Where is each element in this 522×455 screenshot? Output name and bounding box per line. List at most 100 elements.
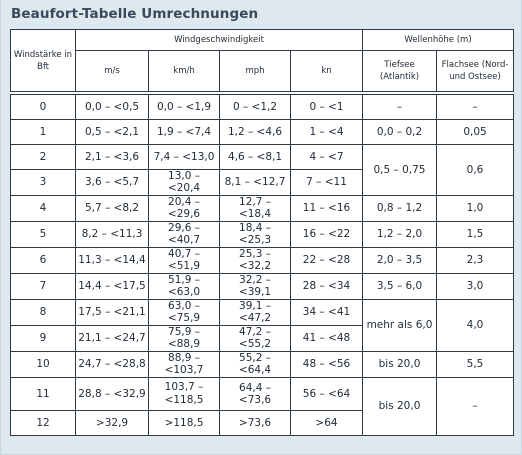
cell-flachsee: 4,0 bbox=[435, 298, 515, 352]
beaufort-table: Windstärke in Bft Windgeschwindigkeit We… bbox=[10, 29, 515, 437]
table-row: 2 2,1 – <3,6 7,4 – <13,0 4,6 – <8,1 4 – … bbox=[10, 143, 515, 196]
cell-kmh: 51,9 – <63,0 bbox=[148, 272, 220, 300]
cell-tiefsee: 0,8 – 1,2 bbox=[362, 194, 437, 222]
header-kmh: km/h bbox=[148, 50, 220, 92]
cell-kn: 22 – <28 bbox=[290, 246, 363, 274]
cell-kn: 56 – <64 bbox=[290, 376, 363, 411]
cell-mph: 12,7 – <18,4 bbox=[219, 194, 291, 222]
page-title: Beaufort-Tabelle Umrechnungen bbox=[11, 6, 259, 22]
cell-mph: 55,2 – <64,4 bbox=[219, 350, 291, 378]
cell-mph: 25,3 – <32,2 bbox=[219, 246, 291, 274]
cell-bft: 10 bbox=[10, 350, 76, 378]
cell-bft: 8 bbox=[10, 298, 76, 326]
cell-mph: 39,1 – <47,2 bbox=[219, 298, 291, 326]
table-row: 10 24,7 – <28,8 88,9 – <103,7 55,2 – <64… bbox=[10, 350, 515, 378]
cell-ms: 3,6 – <5,7 bbox=[75, 168, 149, 196]
cell-flachsee: 1,0 bbox=[435, 194, 515, 222]
cell-kmh: 75,9 – <88,9 bbox=[148, 324, 220, 352]
table-row: 6 11,3 – <14,4 40,7 – <51,9 25,3 – <32,2… bbox=[10, 246, 515, 274]
cell-tiefsee: 1,2 – 2,0 bbox=[362, 220, 437, 248]
table-row: 1 0,5 – <2,1 1,9 – <7,4 1,2 – <4,6 1 – <… bbox=[10, 119, 515, 145]
cell-tiefsee: 0,0 – 0,2 bbox=[362, 119, 437, 145]
cell-tiefsee: bis 20,0 bbox=[362, 350, 437, 378]
cell-kn: 16 – <22 bbox=[290, 220, 363, 248]
cell-mph: 32,2 – <39,1 bbox=[219, 272, 291, 300]
header-windgeschwindigkeit: Windgeschwindigkeit bbox=[75, 29, 363, 51]
cell-flachsee: 0,6 bbox=[435, 143, 515, 196]
header-row-2: m/s km/h mph kn Tiefsee (Atlantik) Flach… bbox=[11, 50, 515, 92]
cell-ms: 11,3 – <14,4 bbox=[75, 246, 149, 274]
cell-mph: 64,4 – <73,6 bbox=[219, 376, 291, 411]
header-windstaerke: Windstärke in Bft bbox=[10, 29, 76, 92]
cell-kmh: 103,7 – <118,5 bbox=[148, 376, 220, 411]
cell-kmh: >118,5 bbox=[148, 409, 220, 437]
cell-kmh: 88,9 – <103,7 bbox=[148, 350, 220, 378]
cell-ms: 21,1 – <24,7 bbox=[75, 324, 149, 352]
cell-tiefsee: 2,0 – 3,5 bbox=[362, 246, 437, 274]
cell-bft: 9 bbox=[10, 324, 76, 352]
header-flachsee: Flachsee (Nord- und Ostsee) bbox=[435, 50, 515, 92]
table-row: 5 8,2 – <11,3 29,6 – <40,7 18,4 – <25,3 … bbox=[10, 220, 515, 248]
header-row-1: Windstärke in Bft Windgeschwindigkeit We… bbox=[10, 29, 515, 92]
header-mph: mph bbox=[219, 50, 291, 92]
cell-bft: 3 bbox=[10, 168, 76, 196]
cell-bft: 5 bbox=[10, 220, 76, 248]
cell-bft: 0 bbox=[10, 94, 76, 121]
cell-kn: 28 – <34 bbox=[290, 272, 363, 300]
cell-kn: 11 – <16 bbox=[290, 194, 363, 222]
cell-kn: 4 – <7 bbox=[290, 143, 363, 170]
cell-bft: 4 bbox=[10, 194, 76, 222]
table-row: 9 21,1 – <24,7 75,9 – <88,9 47,2 – <55,2… bbox=[10, 324, 514, 352]
cell-ms: >32,9 bbox=[75, 409, 149, 437]
header-tiefsee: Tiefsee (Atlantik) bbox=[362, 50, 437, 92]
cell-flachsee: 0,05 bbox=[435, 119, 515, 145]
cell-tiefsee: bis 20,0 bbox=[362, 376, 437, 437]
cell-bft: 7 bbox=[10, 272, 76, 300]
cell-kn: 41 – <48 bbox=[290, 324, 363, 352]
cell-kmh: 63,0 – <75,9 bbox=[148, 298, 220, 326]
header-wellenhoehe: Wellenhöhe (m) bbox=[361, 29, 515, 51]
header-kn: kn bbox=[290, 50, 363, 92]
cell-tiefsee: mehr als 6,0 bbox=[362, 298, 437, 352]
cell-bft: 12 bbox=[10, 409, 76, 437]
cell-ms: 14,4 – <17,5 bbox=[75, 272, 149, 300]
cell-mph: 47,2 – <55,2 bbox=[219, 324, 291, 352]
table-row: 8 17,5 – <21,1 63,0 – <75,9 39,1 – <47,2… bbox=[10, 298, 515, 352]
cell-ms: 8,2 – <11,3 bbox=[75, 220, 149, 248]
cell-kmh: 20,4 – <29,6 bbox=[148, 194, 220, 222]
cell-bft: 1 bbox=[10, 119, 76, 145]
cell-flachsee: – bbox=[435, 376, 515, 437]
cell-bft: 6 bbox=[10, 246, 76, 274]
cell-ms: 17,5 – <21,1 bbox=[75, 298, 149, 326]
cell-ms: 28,8 – <32,9 bbox=[75, 376, 149, 411]
cell-kmh: 40,7 – <51,9 bbox=[148, 246, 220, 274]
cell-ms: 5,7 – <8,2 bbox=[75, 194, 149, 222]
cell-kn: 1 – <4 bbox=[290, 119, 363, 145]
cell-mph: 8,1 – <12,7 bbox=[219, 168, 291, 196]
cell-flachsee: 5,5 bbox=[435, 350, 515, 378]
table-row: 3 3,6 – <5,7 13,0 – <20,4 8,1 – <12,7 7 … bbox=[10, 168, 514, 196]
header-separator bbox=[10, 90, 514, 96]
cell-mph: 18,4 – <25,3 bbox=[219, 220, 291, 248]
table-row: 4 5,7 – <8,2 20,4 – <29,6 12,7 – <18,4 1… bbox=[10, 194, 515, 222]
cell-kmh: 13,0 – <20,4 bbox=[148, 168, 220, 196]
cell-tiefsee: 3,5 – 6,0 bbox=[362, 272, 437, 300]
cell-mph: 1,2 – <4,6 bbox=[219, 119, 291, 145]
cell-ms: 0,0 – <0,5 bbox=[75, 94, 149, 121]
table-row: 7 14,4 – <17,5 51,9 – <63,0 32,2 – <39,1… bbox=[10, 272, 515, 300]
cell-flachsee: 2,3 bbox=[435, 246, 515, 274]
table-row: 12 >32,9 >118,5 >73,6 >64 bbox=[10, 409, 514, 437]
cell-kmh: 0,0 – <1,9 bbox=[148, 94, 220, 121]
cell-kn: 0 – <1 bbox=[290, 94, 363, 121]
table-row: 11 28,8 – <32,9 103,7 – <118,5 64,4 – <7… bbox=[10, 376, 515, 437]
cell-mph: 0 – <1,2 bbox=[219, 94, 291, 121]
cell-kn: 48 – <56 bbox=[290, 350, 363, 378]
cell-bft: 2 bbox=[10, 143, 76, 170]
cell-flachsee: – bbox=[435, 94, 515, 121]
header-ms: m/s bbox=[75, 50, 149, 92]
cell-tiefsee: – bbox=[362, 94, 437, 121]
cell-kmh: 7,4 – <13,0 bbox=[148, 143, 220, 170]
cell-ms: 2,1 – <3,6 bbox=[75, 143, 149, 170]
cell-kn: 7 – <11 bbox=[290, 168, 363, 196]
